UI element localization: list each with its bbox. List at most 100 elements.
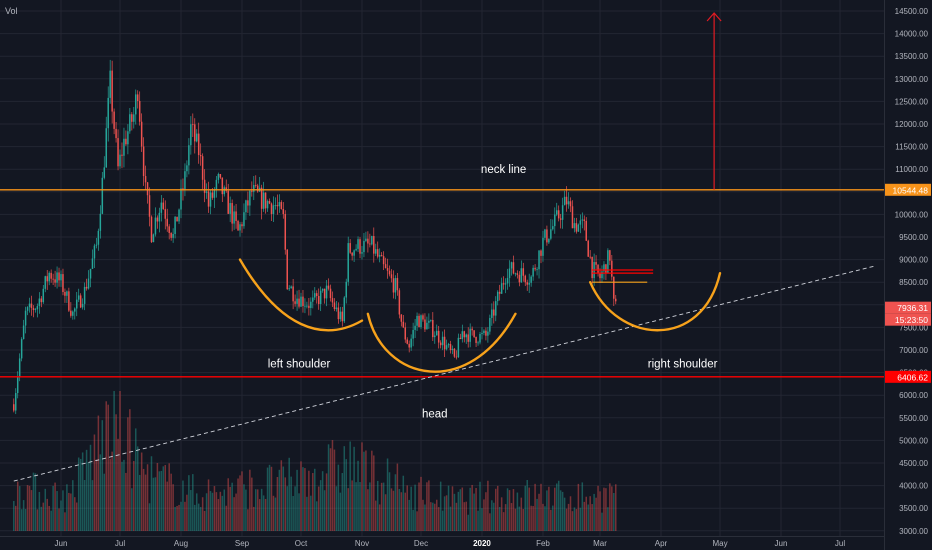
volume-bar	[467, 514, 469, 531]
volume-bar	[500, 497, 503, 531]
price-tick-label: 4500.00	[899, 459, 928, 468]
volume-bar	[569, 496, 572, 531]
volume-bar	[144, 474, 147, 531]
candle-body	[101, 177, 104, 214]
volume-bar	[422, 499, 424, 531]
volume-bar	[256, 489, 259, 531]
candle-body	[158, 212, 161, 222]
candle-body	[502, 283, 505, 285]
drawings[interactable]: neck line left shoulder head right shoulder	[0, 12, 884, 482]
volume-bar	[160, 470, 163, 531]
volume-bar	[213, 486, 216, 531]
volume-bar	[241, 471, 243, 531]
volume-bar	[410, 486, 412, 531]
price-tick-label: 8500.00	[899, 278, 928, 287]
volume-bar	[195, 493, 198, 531]
volume-bar	[221, 495, 224, 531]
volume-bar	[18, 486, 21, 531]
volume-bar	[32, 472, 35, 531]
volume-bar	[483, 499, 485, 531]
volume-bar	[127, 417, 129, 531]
volume-bar	[54, 482, 56, 531]
candle-body	[91, 258, 94, 269]
volume-bar	[398, 489, 401, 531]
candle-body	[144, 176, 147, 183]
volume-bar	[349, 441, 351, 531]
volume-bar	[463, 502, 466, 531]
volume-bar	[272, 495, 275, 531]
candle-body	[201, 156, 204, 180]
volume-bar	[38, 491, 41, 531]
candle-body	[538, 250, 540, 270]
candle-body	[20, 339, 23, 359]
candle-body	[402, 321, 405, 328]
candle-body	[565, 196, 568, 205]
candle-body	[567, 201, 570, 205]
candle-body	[115, 128, 117, 139]
volume-bar	[416, 511, 418, 531]
candle-body	[327, 285, 330, 289]
candle-body	[563, 196, 566, 206]
volume-bar	[571, 511, 574, 531]
volume-bar	[355, 482, 357, 531]
candle-body	[152, 234, 155, 243]
volume-bar	[156, 463, 159, 531]
price-axis[interactable]: 3000.00 3500.00 4000.00 4500.00 5000.00 5500.…	[884, 0, 932, 550]
candle-body	[310, 301, 312, 308]
price-tick-label: 11500.00	[895, 143, 928, 152]
price-tick-label: 3000.00	[899, 527, 928, 536]
candle-body	[345, 281, 347, 298]
candle-body	[491, 309, 493, 318]
volume-bar	[361, 442, 363, 531]
candle-body	[540, 250, 542, 256]
volume-bar	[319, 480, 322, 531]
candle-body	[247, 200, 249, 206]
volume-bar	[603, 487, 605, 531]
candle-body	[127, 131, 129, 145]
support-price-tag-bg	[885, 370, 931, 383]
price-tick-label: 12500.00	[895, 97, 929, 106]
candle-body	[329, 288, 332, 299]
candle-body	[555, 210, 558, 215]
candle-body	[154, 217, 157, 235]
volume-bar	[481, 508, 483, 531]
candle-body	[506, 277, 509, 284]
candle-body	[493, 309, 495, 316]
volume-bar	[111, 451, 113, 531]
candle-body	[213, 189, 216, 198]
volume-bar	[384, 494, 387, 531]
current-price-tag-bg	[885, 301, 931, 314]
volume-bar	[109, 458, 111, 531]
candle-body	[554, 214, 556, 227]
volume-bar	[339, 492, 342, 531]
candle-body	[162, 202, 165, 210]
candle-body	[264, 192, 267, 209]
price-tick-label: 13500.00	[895, 52, 929, 61]
volume-bar	[514, 508, 517, 531]
volume-bar	[93, 434, 96, 531]
candle-body	[62, 274, 64, 293]
candle-body	[211, 192, 214, 198]
time-axis[interactable]: Jun Jul Aug Sep Oct Nov Dec 2020 Feb Mar Apr May Jun…	[0, 536, 884, 550]
candle-body	[188, 145, 190, 166]
volume-bar	[129, 409, 131, 531]
volume-bar	[613, 492, 615, 531]
volume-bar	[26, 485, 29, 531]
candle-body	[123, 138, 125, 156]
candle-body	[176, 216, 178, 222]
volume-bar	[520, 497, 523, 531]
candle-body	[156, 217, 159, 222]
candle-body	[260, 187, 263, 209]
volume-bar	[199, 507, 202, 531]
volume-bar	[296, 469, 298, 531]
volume-bar	[56, 491, 58, 531]
volume-bar	[412, 509, 414, 531]
candle-body	[77, 295, 80, 300]
candle-body	[253, 184, 255, 192]
time-tick-label: Jun	[55, 539, 68, 548]
candle-body	[276, 205, 279, 207]
candle-body	[408, 343, 410, 348]
candle-body	[24, 310, 27, 326]
